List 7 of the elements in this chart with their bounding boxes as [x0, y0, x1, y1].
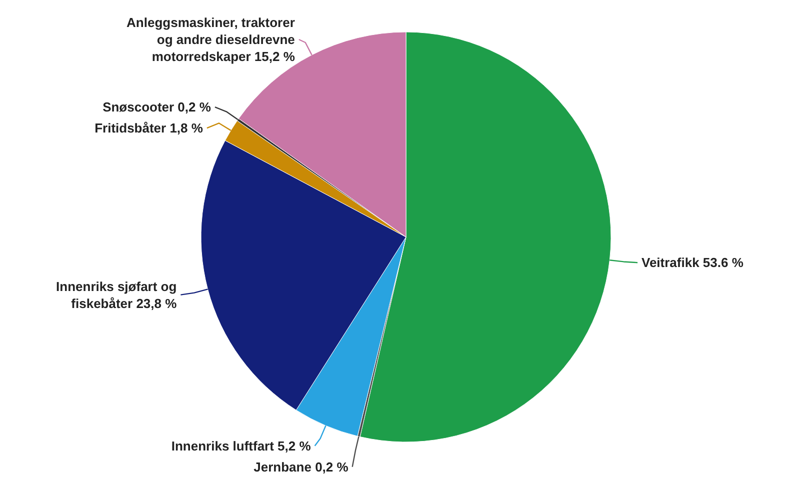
- slice-label: Veitrafikk 53.6 %: [642, 255, 744, 270]
- slice-label: Snøscooter 0,2 %: [102, 100, 212, 115]
- slice-label: Jernbane 0,2 %: [254, 459, 349, 474]
- slice-label: Innenriks sjøfart og fiskebåter 23,8 %: [56, 278, 178, 311]
- slice-label: Innenriks luftfart 5,2 %: [171, 438, 312, 454]
- slice-label: Fritidsbåter 1,8 %: [94, 120, 204, 136]
- slice-label: Anleggsmaskiner, traktorer og andre dieseldrevne motorredskaper 15,2 %: [126, 15, 296, 64]
